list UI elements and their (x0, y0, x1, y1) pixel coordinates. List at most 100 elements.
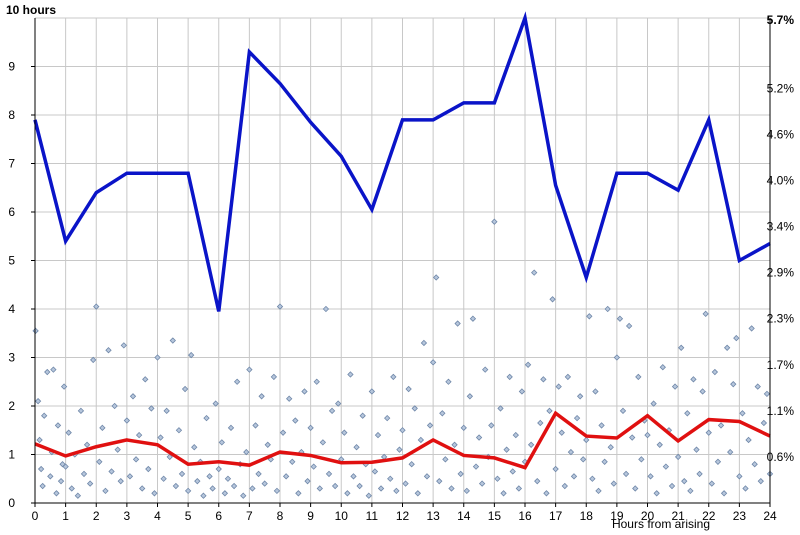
scatter-point (714, 458, 722, 465)
x-tick-label: 0 (32, 509, 39, 523)
scatter-point (255, 470, 262, 478)
scatter-point (555, 383, 562, 390)
scatter-point (304, 478, 311, 485)
scatter-point (426, 422, 434, 429)
y-tick-label: 9 (8, 60, 15, 74)
scatter-point (157, 434, 164, 441)
scatter-point (549, 296, 556, 303)
scatter-point (711, 368, 719, 376)
right-tick-label: 4.6% (767, 127, 795, 141)
scatter-point (117, 478, 124, 485)
scatter-point (635, 373, 642, 381)
scatter-point (212, 400, 219, 407)
scatter-point (279, 429, 287, 436)
scatter-point (411, 405, 418, 412)
scatter-point (166, 453, 173, 461)
scatter-point (696, 470, 703, 478)
scatter-point (86, 480, 94, 487)
scatter-point (384, 414, 391, 422)
scatter-point (353, 444, 360, 451)
x-tick-label: 17 (549, 509, 563, 523)
scatter-point (181, 385, 189, 393)
scatter-point (135, 431, 143, 439)
scatter-point (39, 482, 46, 490)
scatter-point (656, 441, 663, 448)
scatter-point (233, 378, 241, 385)
scatter-point (457, 470, 464, 478)
scatter-point (466, 393, 474, 400)
scatter-point (570, 473, 578, 480)
scatter-point (270, 373, 278, 381)
scatter-point (702, 310, 709, 318)
scatter-point (433, 274, 440, 281)
scatter-point (500, 490, 507, 497)
x-tick-label: 1 (62, 509, 69, 523)
scatter-point (322, 305, 330, 313)
scatter-point (573, 414, 581, 422)
scatter-point (488, 422, 495, 429)
scatter-point (396, 446, 403, 453)
scatter-point (316, 485, 323, 492)
left-axis-top-label: 10 hours (6, 3, 56, 17)
scatter-point (90, 356, 97, 364)
scatter-point (32, 327, 39, 334)
scatter-point (102, 487, 109, 495)
scatter-point (757, 478, 764, 485)
scatter-point (77, 407, 85, 415)
x-tick-label: 9 (307, 509, 314, 523)
x-tick-label: 11 (366, 509, 379, 523)
scatter-point (325, 470, 333, 478)
scatter-point (151, 490, 158, 497)
scatter-point (460, 424, 467, 431)
scatter-point (37, 465, 45, 473)
scatter-point (310, 463, 317, 470)
scatter-point (509, 468, 516, 475)
scatter-point (417, 436, 425, 444)
y-tick-label: 6 (8, 205, 15, 219)
scatter-point (723, 344, 731, 351)
scatter-point (194, 478, 201, 485)
scatter-point (273, 487, 281, 495)
scatter-point (494, 475, 501, 482)
scatter-point (561, 482, 568, 490)
scatter-point (429, 359, 437, 366)
scatter-point (60, 383, 68, 390)
x-tick-label: 13 (426, 509, 440, 523)
series-line-upper (33, 11, 771, 312)
scatter-point (41, 412, 48, 419)
scatter-point (145, 465, 152, 473)
x-tick-label: 15 (488, 509, 502, 523)
scatter-point (693, 446, 700, 453)
scatter-point (592, 388, 599, 395)
scatter-point (727, 448, 734, 456)
scatter-point (93, 303, 100, 310)
scatter-point (154, 354, 161, 361)
x-tick-label: 6 (215, 509, 222, 523)
x-tick-label: 23 (733, 509, 747, 523)
scatter-point (583, 436, 590, 444)
scatter-point (261, 480, 268, 487)
scatter-point (595, 487, 602, 495)
scatter-point (625, 322, 633, 330)
scatter-point (632, 485, 639, 492)
scatter-point (65, 429, 72, 436)
scatter-point (252, 422, 259, 429)
scatter-point (282, 473, 290, 480)
scatter-point (402, 480, 409, 487)
right-tick-label: 3.4% (767, 220, 795, 234)
scatter-point (745, 436, 752, 444)
right-axis-top-label: 5.7% (767, 13, 795, 27)
x-tick-label: 24 (763, 509, 777, 523)
scatter-point (365, 492, 372, 499)
scatter-point (497, 405, 504, 412)
chart-axes (31, 18, 771, 507)
scatter-point (276, 303, 284, 310)
scatter-point (163, 407, 170, 415)
y-tick-label: 8 (8, 108, 15, 122)
scatter-point (546, 407, 553, 415)
scatter-point (512, 431, 519, 439)
scatter-point (751, 461, 758, 468)
scatter-point (684, 410, 691, 417)
scatter-point (531, 269, 538, 276)
scatter-point (123, 417, 131, 424)
